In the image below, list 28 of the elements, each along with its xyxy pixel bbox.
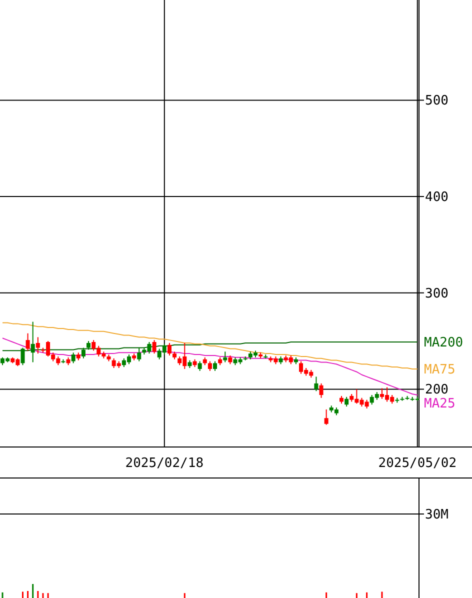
candlestick	[324, 408, 328, 426]
x-tick-label: 2025/05/02	[378, 456, 457, 472]
candlestick	[137, 347, 142, 362]
candlestick	[71, 352, 76, 364]
series-label: MA200	[424, 336, 464, 351]
y-tick-label: 300	[425, 286, 448, 302]
text: 30M	[425, 508, 449, 523]
candlestick	[223, 351, 228, 363]
candlestick	[20, 347, 25, 366]
candlestick	[36, 336, 40, 354]
candlestick	[26, 332, 30, 352]
y-tick-label: 500	[425, 94, 448, 109]
line-series	[2, 322, 418, 370]
y-tick-label: 200	[425, 382, 448, 398]
candlestick	[198, 360, 202, 372]
y-tick-label: 400	[425, 190, 448, 206]
series-label: MA25	[424, 396, 456, 412]
candlestick	[319, 382, 324, 398]
x-tick-label: 2025/02/18	[125, 456, 204, 472]
candlestick	[81, 347, 86, 359]
candlestick	[213, 360, 218, 372]
candlestick	[152, 340, 156, 354]
candlestick	[30, 321, 35, 363]
series-label: MA75	[424, 362, 456, 378]
candlestick	[167, 342, 172, 356]
candlestick	[344, 396, 349, 408]
candlestick	[314, 376, 318, 392]
candlestick	[208, 360, 212, 372]
